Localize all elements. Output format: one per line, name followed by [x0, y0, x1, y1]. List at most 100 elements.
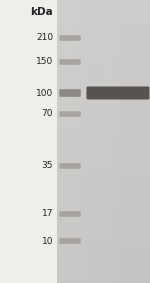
Bar: [57, 18, 150, 22]
Bar: [57, 216, 150, 220]
Bar: [94, 0, 98, 283]
Bar: [57, 159, 150, 164]
Bar: [57, 92, 150, 97]
Bar: [66, 0, 70, 283]
FancyBboxPatch shape: [59, 89, 81, 97]
Bar: [57, 177, 150, 181]
Bar: [85, 0, 88, 283]
Bar: [57, 71, 150, 75]
Bar: [71, 0, 74, 283]
Bar: [57, 181, 150, 185]
Bar: [57, 0, 150, 5]
Bar: [57, 255, 150, 259]
Bar: [78, 0, 81, 283]
Bar: [57, 219, 150, 224]
Bar: [57, 14, 150, 19]
Text: 100: 100: [36, 89, 53, 98]
Bar: [57, 223, 150, 228]
Bar: [57, 67, 150, 72]
Bar: [101, 0, 105, 283]
Bar: [57, 85, 150, 89]
FancyBboxPatch shape: [59, 163, 81, 169]
Bar: [64, 0, 67, 283]
Bar: [57, 131, 150, 136]
FancyBboxPatch shape: [59, 59, 81, 65]
Bar: [57, 272, 150, 277]
Bar: [120, 0, 123, 283]
Bar: [57, 127, 150, 132]
Bar: [57, 60, 150, 65]
Bar: [57, 50, 150, 54]
Bar: [136, 0, 139, 283]
Bar: [57, 21, 150, 26]
Text: 150: 150: [36, 57, 53, 67]
Bar: [57, 57, 150, 61]
Bar: [124, 0, 128, 283]
Bar: [92, 0, 95, 283]
Bar: [57, 4, 150, 8]
Text: 17: 17: [42, 209, 53, 218]
Bar: [57, 11, 150, 15]
Bar: [90, 0, 93, 283]
Bar: [57, 149, 150, 153]
Bar: [57, 152, 150, 157]
Bar: [76, 0, 79, 283]
Bar: [83, 0, 86, 283]
Bar: [57, 124, 150, 128]
Bar: [57, 103, 150, 107]
Bar: [57, 191, 150, 196]
Bar: [117, 0, 121, 283]
Text: kDa: kDa: [30, 7, 53, 17]
FancyBboxPatch shape: [87, 87, 150, 100]
Bar: [138, 0, 142, 283]
Text: 70: 70: [42, 110, 53, 119]
Bar: [57, 237, 150, 242]
Bar: [57, 276, 150, 280]
Bar: [57, 262, 150, 266]
FancyBboxPatch shape: [59, 35, 81, 41]
Bar: [108, 0, 111, 283]
Bar: [57, 198, 150, 203]
Bar: [57, 163, 150, 167]
Bar: [57, 251, 150, 256]
Bar: [57, 230, 150, 235]
Bar: [57, 156, 150, 160]
Bar: [57, 32, 150, 37]
Bar: [57, 120, 150, 125]
Bar: [57, 88, 150, 93]
Bar: [57, 244, 150, 249]
Bar: [59, 0, 63, 283]
Bar: [57, 205, 150, 210]
Bar: [57, 0, 60, 283]
Bar: [57, 170, 150, 174]
Bar: [57, 279, 150, 283]
Bar: [106, 0, 109, 283]
Bar: [57, 25, 150, 29]
Bar: [87, 0, 91, 283]
Bar: [141, 0, 144, 283]
Bar: [143, 0, 146, 283]
Bar: [57, 99, 150, 104]
Bar: [103, 0, 107, 283]
Bar: [57, 64, 150, 68]
Bar: [57, 96, 150, 100]
Bar: [73, 0, 77, 283]
Bar: [62, 0, 65, 283]
Bar: [57, 106, 150, 111]
Bar: [57, 195, 150, 199]
Bar: [148, 0, 150, 283]
Bar: [57, 74, 150, 79]
Bar: [110, 0, 114, 283]
Bar: [97, 0, 100, 283]
Bar: [57, 201, 150, 206]
Bar: [131, 0, 135, 283]
Bar: [57, 166, 150, 171]
FancyBboxPatch shape: [59, 238, 81, 244]
Bar: [57, 35, 150, 40]
FancyBboxPatch shape: [59, 211, 81, 217]
Bar: [129, 0, 132, 283]
Bar: [57, 134, 150, 139]
Bar: [80, 0, 84, 283]
Bar: [57, 209, 150, 213]
Bar: [57, 265, 150, 270]
